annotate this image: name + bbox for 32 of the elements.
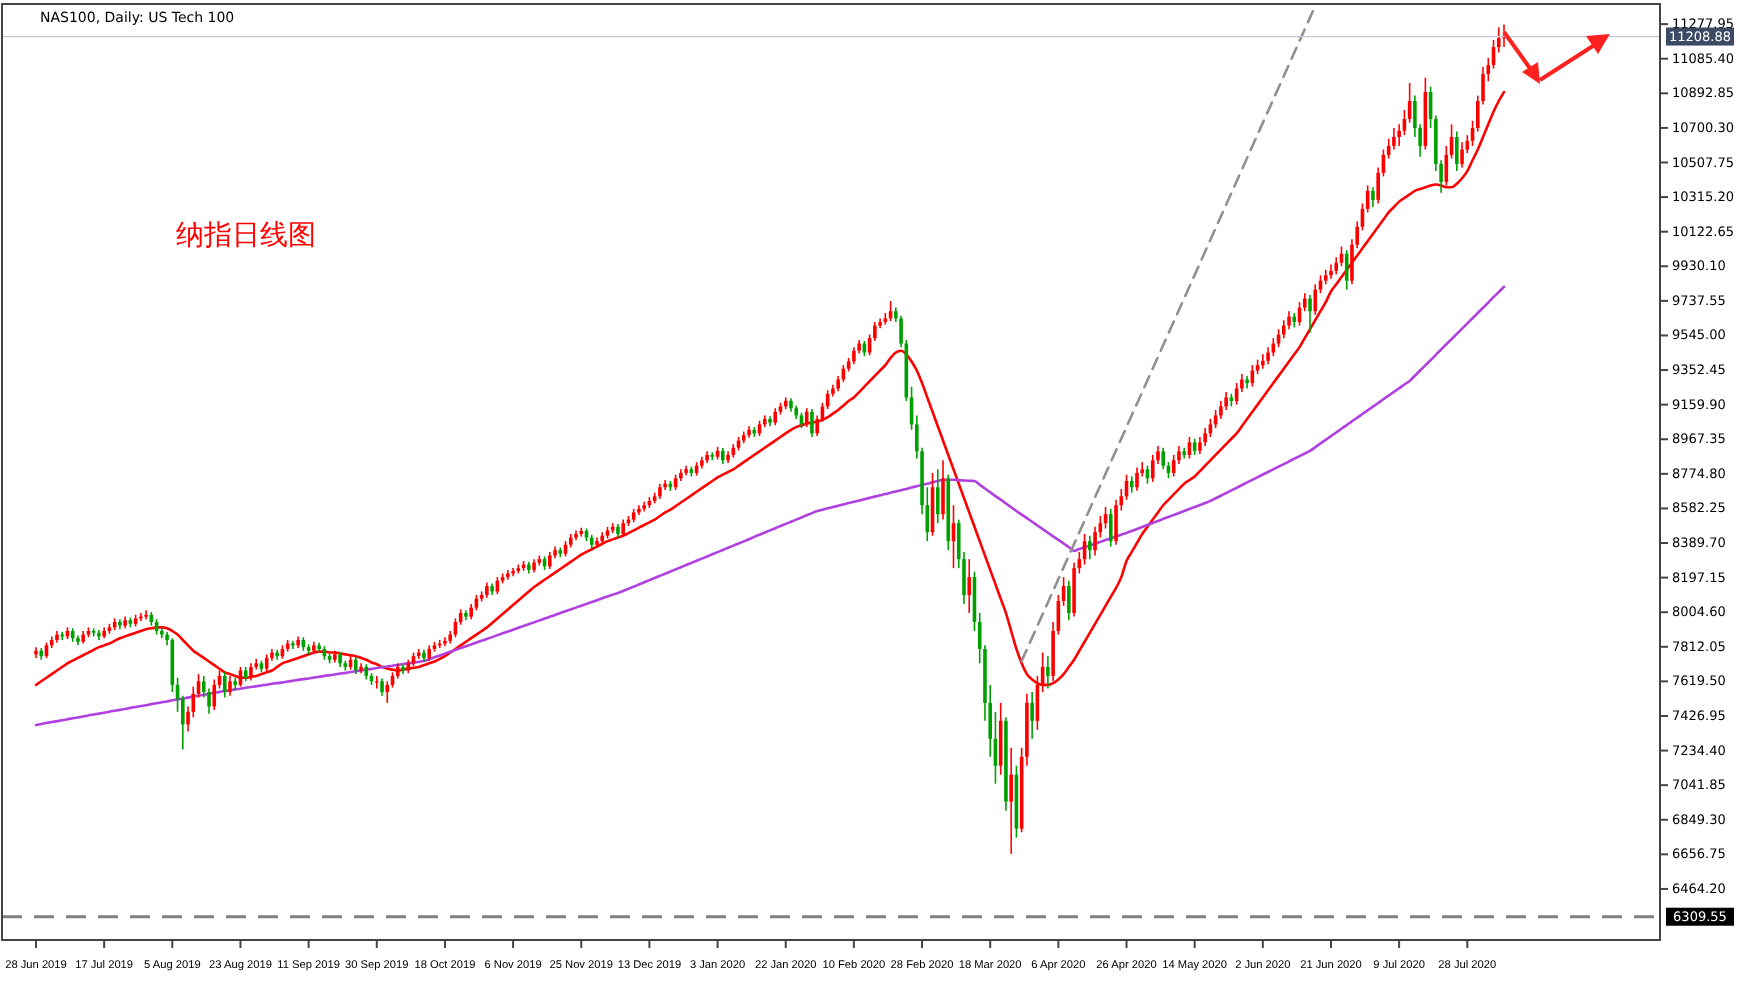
annotation: 纳指日线图	[176, 220, 316, 252]
candlestick	[1088, 534, 1092, 560]
candlestick	[144, 609, 148, 621]
candlestick	[1455, 130, 1459, 172]
candlestick	[804, 407, 809, 428]
candlestick	[212, 678, 217, 711]
candlestick	[935, 468, 940, 524]
candlestick	[1344, 249, 1349, 291]
candlestick	[385, 680, 390, 704]
candlestick	[1313, 283, 1318, 316]
line-series	[34, 285, 1506, 727]
candlestick	[967, 558, 972, 614]
candlestick	[1171, 454, 1176, 478]
candlestick	[1108, 508, 1113, 548]
candlestick	[1161, 446, 1166, 471]
candlestick	[34, 646, 38, 659]
candlestick	[222, 671, 227, 699]
candlestick	[810, 408, 814, 438]
candlestick	[1308, 294, 1312, 334]
candlestick	[1030, 691, 1034, 740]
candlestick	[1371, 186, 1375, 208]
candlestick	[941, 459, 945, 521]
candlestick	[1150, 454, 1155, 483]
candlestick	[1460, 141, 1464, 169]
candlestick	[1009, 746, 1013, 855]
candlestick	[1046, 655, 1050, 690]
candlestick	[1329, 263, 1333, 280]
candlestick	[1135, 466, 1139, 492]
candlestick	[1392, 127, 1396, 151]
candlestick	[374, 675, 379, 690]
candlestick	[1067, 579, 1071, 622]
candlestick	[1261, 353, 1265, 370]
